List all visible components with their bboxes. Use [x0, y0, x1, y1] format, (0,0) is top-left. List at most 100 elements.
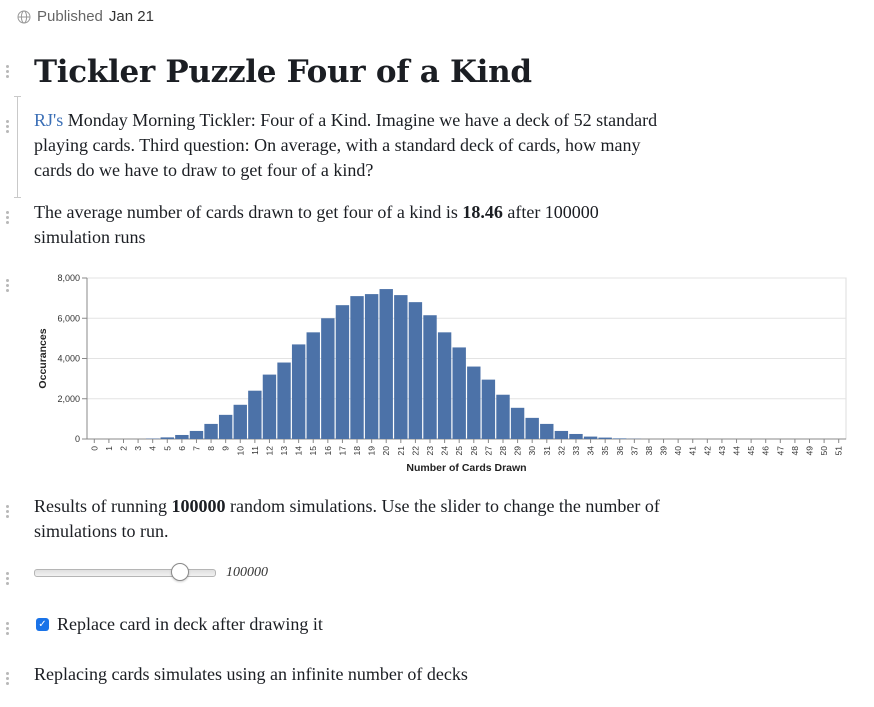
bar: [262, 374, 277, 439]
x-axis-label: Number of Cards Drawn: [406, 462, 526, 474]
x-tick-label: 1: [104, 446, 114, 451]
published-label: Published: [37, 8, 103, 25]
simulations-count: 100000: [171, 496, 226, 516]
bar: [525, 417, 539, 439]
x-tick-label: 21: [396, 446, 406, 456]
x-tick-label: 6: [177, 446, 187, 451]
simulations-paragraph: Results of running 100000 random simulat…: [34, 494, 684, 544]
x-tick-label: 3: [133, 446, 143, 451]
replace-card-label[interactable]: Replace card in deck after drawing it: [57, 614, 323, 634]
x-tick-label: 32: [556, 446, 566, 456]
x-tick-label: 20: [381, 446, 391, 456]
x-tick-label: 25: [454, 446, 464, 456]
cell-drag-handle[interactable]: [3, 620, 13, 635]
x-tick-label: 31: [542, 446, 552, 456]
bar: [379, 289, 393, 439]
x-tick-label: 35: [600, 446, 610, 456]
x-tick-label: 13: [279, 446, 289, 456]
y-tick-label: 2,000: [57, 394, 80, 404]
cell-drag-handle[interactable]: [3, 670, 13, 685]
replace-card-checkbox[interactable]: ✓: [36, 618, 49, 631]
x-tick-label: 0: [89, 446, 99, 451]
x-tick-label: 15: [308, 446, 318, 456]
slider-thumb[interactable]: [171, 563, 189, 581]
bar: [277, 362, 291, 439]
x-tick-label: 18: [352, 446, 362, 456]
x-tick-label: 2: [118, 446, 128, 451]
x-tick-label: 23: [425, 446, 435, 456]
bar: [218, 414, 233, 439]
x-tick-label: 17: [337, 446, 347, 456]
x-tick-label: 46: [761, 446, 771, 456]
bar: [452, 347, 466, 439]
cell-drag-handle[interactable]: [3, 63, 13, 78]
simulations-suffix: random simulations. Use the slider to ch…: [34, 496, 660, 541]
bar: [189, 430, 204, 439]
x-tick-label: 49: [805, 446, 815, 456]
bar: [583, 436, 598, 439]
x-tick-label: 10: [235, 446, 245, 456]
cell-drag-handle[interactable]: [3, 118, 13, 133]
x-tick-label: 37: [629, 446, 639, 456]
y-tick-label: 0: [75, 434, 80, 444]
result-paragraph: The average number of cards drawn to get…: [34, 200, 644, 250]
bar: [481, 379, 496, 439]
bar: [569, 433, 583, 439]
published-date: Jan 21: [108, 8, 154, 25]
y-tick-label: 4,000: [57, 354, 80, 364]
bar: [598, 437, 612, 439]
cell-drag-handle[interactable]: [3, 570, 13, 585]
page-title: Tickler Puzzle Four of a Kind: [34, 54, 532, 90]
x-tick-label: 44: [732, 446, 742, 456]
bar: [540, 423, 554, 439]
x-tick-label: 19: [367, 446, 377, 456]
x-tick-label: 24: [440, 446, 450, 456]
x-tick-label: 29: [513, 446, 523, 456]
cell-drag-handle[interactable]: [3, 503, 13, 518]
bar: [613, 438, 627, 439]
result-prefix: The average number of cards drawn to get…: [34, 202, 463, 222]
cell-drag-handle[interactable]: [3, 209, 13, 224]
bar: [510, 407, 525, 439]
globe-icon: [17, 10, 31, 23]
x-tick-label: 8: [206, 446, 216, 451]
bar: [350, 296, 364, 439]
x-tick-label: 22: [410, 446, 420, 456]
bar: [204, 423, 218, 439]
simulation-slider[interactable]: [34, 563, 216, 581]
x-tick-label: 47: [775, 446, 785, 456]
x-tick-label: 51: [834, 446, 844, 456]
footer-note: Replacing cards simulates using an infin…: [34, 664, 468, 684]
bar: [437, 332, 452, 439]
bar: [394, 295, 408, 439]
x-tick-label: 26: [469, 446, 479, 456]
rj-link[interactable]: RJ's: [34, 110, 64, 130]
bar: [408, 302, 423, 439]
x-tick-label: 4: [148, 446, 158, 451]
bar: [335, 305, 350, 439]
x-tick-label: 40: [673, 446, 683, 456]
result-suffix: after 100000 simulation runs: [34, 202, 599, 247]
y-axis-label: Occurances: [37, 328, 49, 388]
x-tick-label: 28: [498, 446, 508, 456]
average-value: 18.46: [462, 202, 503, 222]
x-tick-label: 7: [191, 446, 201, 451]
bar: [364, 294, 379, 439]
bar: [321, 318, 335, 439]
bar: [175, 434, 189, 439]
x-tick-label: 16: [323, 446, 333, 456]
x-tick-label: 38: [644, 446, 654, 456]
x-tick-label: 14: [294, 446, 304, 456]
x-tick-label: 39: [659, 446, 669, 456]
x-tick-label: 50: [819, 446, 829, 456]
bar: [160, 437, 174, 439]
bar: [291, 344, 306, 439]
slider-value: 100000: [226, 565, 268, 580]
cell-drag-handle[interactable]: [3, 277, 13, 292]
bar: [423, 315, 437, 439]
published-meta: Published Jan 21: [17, 8, 154, 25]
bar: [467, 366, 481, 439]
x-tick-label: 11: [250, 446, 260, 455]
x-tick-label: 43: [717, 446, 727, 456]
